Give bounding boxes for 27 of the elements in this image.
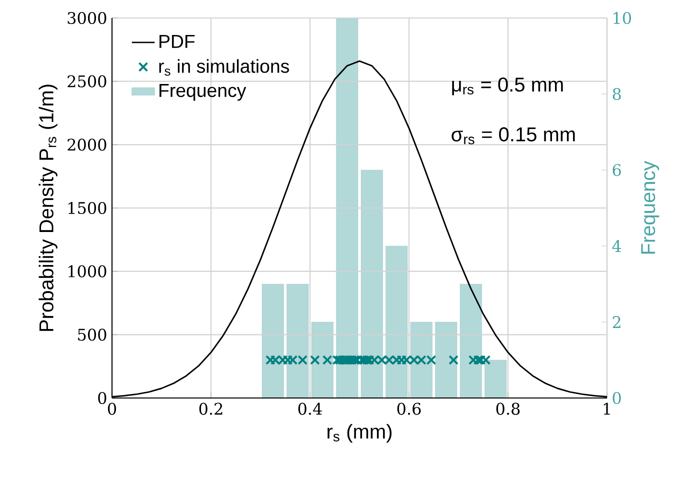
y-tick-label: 0 — [98, 392, 106, 404]
y2-tick-label: 8 — [612, 88, 621, 100]
y-tick-label: 500 — [78, 328, 106, 341]
y-tick-label: 2500 — [68, 75, 106, 88]
x-tick-label: 0 — [108, 402, 116, 415]
y-tick-label: 3000 — [68, 12, 106, 24]
annotation: σ$_{rs}$ = 0.15 mm — [452, 127, 575, 144]
y-tick-label: 2000 — [68, 138, 106, 151]
y2-tick-label: 0 — [612, 392, 621, 404]
y-axis-title: Probability Density P$_{rs}$ (1/m) — [38, 84, 58, 331]
x-tick-label: 1 — [604, 402, 610, 415]
x-tick-label: 0.4 — [298, 402, 322, 415]
y2-tick-label: 6 — [612, 164, 621, 176]
y2-tick-label: 4 — [612, 240, 622, 252]
x-tick-label: 0.8 — [496, 402, 520, 415]
y-tick-label: 1500 — [68, 202, 106, 214]
legend-label: PDF — [160, 35, 195, 48]
x-tick-label: 0.2 — [199, 402, 222, 415]
annotation: μ$_{rs}$ = 0.5 mm — [452, 77, 563, 96]
y-tick-label: 1000 — [68, 265, 106, 278]
legend-label: r$_{s}$ in simulations — [159, 59, 289, 76]
x-tick-label: 0.6 — [397, 402, 421, 415]
y2-tick-label: 2 — [612, 316, 620, 328]
x-axis-title: r$_{s}$ (mm) — [328, 424, 392, 443]
y2-tick-label: 10 — [614, 12, 632, 24]
y2-axis-title: Frequency — [641, 160, 660, 254]
legend-label: Frequency — [160, 84, 246, 101]
